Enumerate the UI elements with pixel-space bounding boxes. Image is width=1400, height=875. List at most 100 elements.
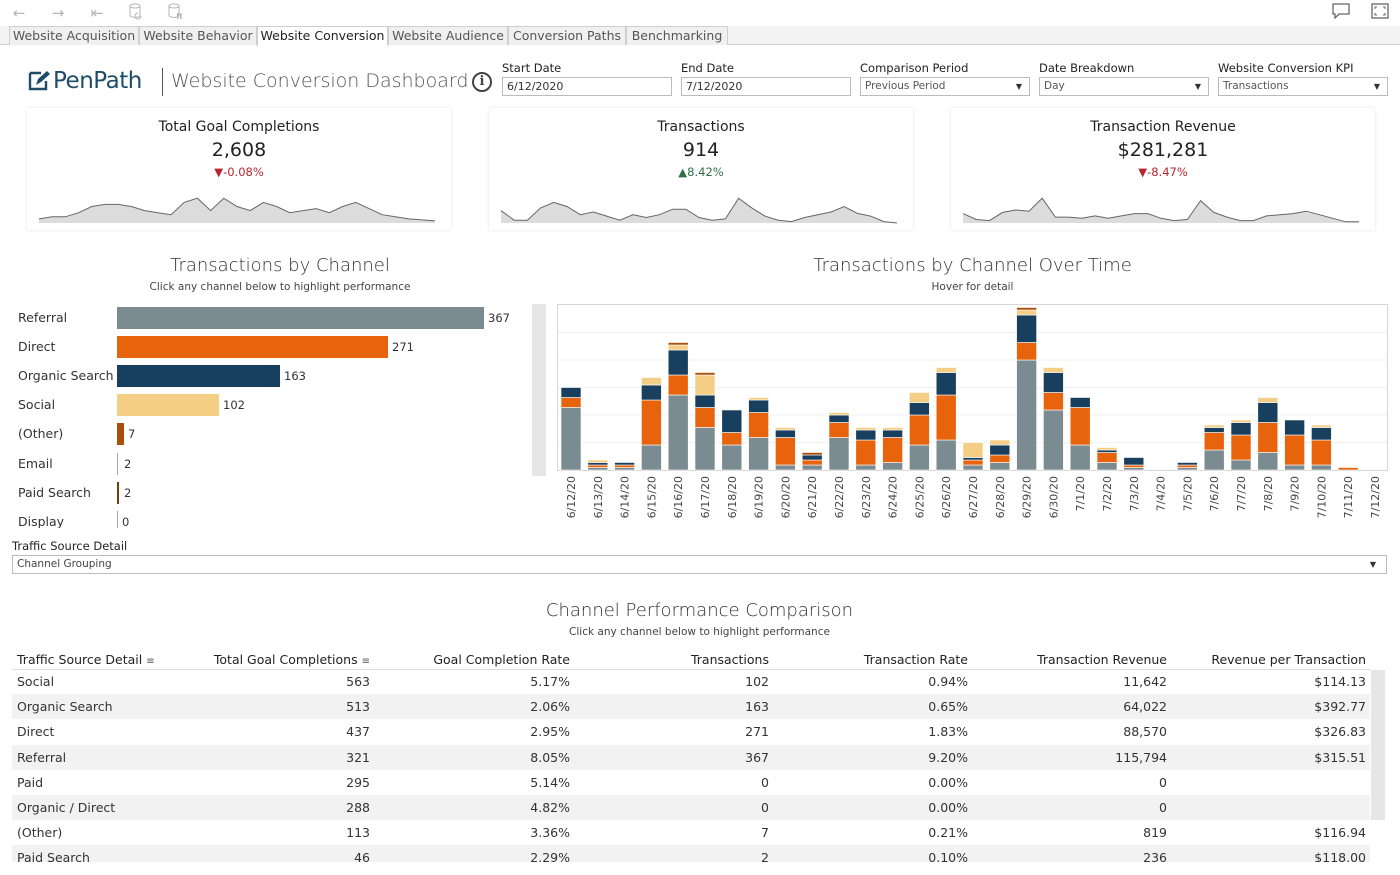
traffic-source-select[interactable]: Channel Grouping ▼ [12,555,1387,574]
table-cell: 46 [172,845,374,862]
pause-updates-icon[interactable] [165,3,185,23]
col-header-traffic-source[interactable]: Traffic Source Detail ≡ [12,648,172,670]
comparison-period-select[interactable]: Previous Period ▼ [860,77,1030,96]
bar[interactable] [117,510,118,528]
stacked-bar-segment[interactable] [962,442,984,458]
kpi-card-transactions[interactable]: Transactions 914 ▲8.42% [489,108,913,230]
bar[interactable] [117,481,119,504]
revert-icon[interactable]: ⇤ [90,4,104,22]
stacked-bar-segment[interactable] [1177,462,1198,466]
bar-row[interactable]: Email 2 [10,452,530,475]
stacked-bar-segment[interactable] [614,462,635,466]
table-row[interactable]: Social 563 5.17% 102 0.94% 11,642 $114.13 [12,669,1370,694]
bar-row[interactable]: Referral 367 [10,307,530,329]
stacked-bar-segment[interactable] [721,409,743,433]
sort-icon[interactable]: ≡ [146,655,155,667]
stacked-bar-segment[interactable] [775,427,796,431]
forward-icon[interactable]: → [51,4,65,22]
stacked-bar-segment[interactable] [801,452,823,456]
tab-website-acquisition[interactable]: Website Acquisition [9,26,139,45]
col-header-transaction-rate[interactable]: Transaction Rate [773,648,972,670]
table-cell: 113 [346,825,370,841]
kpi-select[interactable]: Transactions ▼ [1218,77,1388,96]
table-row[interactable]: Organic Search 513 2.06% 163 0.65% 64,022 $392… [12,694,1370,720]
table-cell: 7 [761,825,769,841]
bar[interactable] [117,452,118,475]
tab-website-behavior[interactable]: Website Behavior [139,26,257,45]
table-row[interactable]: Paid 295 5.14% 0 0.00% 0 [12,770,1370,795]
table-scrollbar[interactable] [1371,670,1385,820]
stacked-bar-segment[interactable] [1284,419,1305,436]
table-cell: $326.83 [1314,724,1366,740]
stacked-bar-segment[interactable] [909,392,930,403]
date-breakdown-select[interactable]: Day ▼ [1039,77,1209,96]
bar-row[interactable]: Organic Search 163 [10,365,530,388]
table-row[interactable]: Direct 437 2.95% 271 1.83% 88,570 $326.83 [12,719,1370,744]
stacked-bar-segment[interactable] [1069,397,1091,408]
stacked-bar-segment[interactable] [1337,467,1359,471]
end-date-input[interactable]: 7/12/2020 [681,77,851,96]
bar[interactable] [117,394,219,417]
tab-website-audience[interactable]: Website Audience [388,26,508,45]
table-row[interactable]: Organic / Direct 288 4.82% 0 0.00% 0 [12,794,1370,821]
col-header-transaction-revenue[interactable]: Transaction Revenue [972,648,1171,670]
stacked-bar-segment[interactable] [1203,424,1225,428]
col-header-transactions[interactable]: Transactions [574,648,773,670]
stacked-bar-segment[interactable] [1123,457,1145,466]
stacked-bar-segment[interactable] [1311,424,1332,428]
stacked-bar-segment[interactable] [587,459,609,463]
x-tick-label: 6/22/20 [833,476,846,518]
stacked-bar-segment[interactable] [667,342,689,346]
bar-row[interactable]: Paid Search 2 [10,481,530,504]
stacked-bar-segment[interactable] [748,397,769,401]
bar-row[interactable]: Social 102 [10,394,530,417]
sort-icon[interactable]: ≡ [361,655,370,667]
table-cell: 0 [972,794,1171,821]
stacked-bar-segment[interactable] [1230,419,1252,423]
stacked-bar-segment[interactable] [694,372,716,376]
table-row[interactable]: (Other) 113 3.36% 7 0.21% 819 $116.94 [12,820,1370,845]
x-tick-label: 6/25/20 [913,476,926,518]
stacked-bar-segment[interactable] [641,377,662,386]
fullscreen-icon[interactable] [1370,3,1390,23]
stacked-bar-segment[interactable] [989,439,1011,446]
bar-row[interactable]: (Other) 7 [10,423,530,446]
stacked-bar-segment[interactable] [935,367,957,373]
bar[interactable] [117,307,484,329]
stacked-bar-segment[interactable] [828,412,850,416]
kpi-card-total-goal-completions[interactable]: Total Goal Completions 2,608 ▼-0.08% [27,108,451,230]
refresh-data-icon[interactable] [126,3,146,23]
table-row[interactable]: Paid Search 46 2.29% 2 0.10% 236 $118.00 [12,845,1370,862]
kpi-card-transaction-revenue[interactable]: Transaction Revenue $281,281 ▼-8.47% [951,108,1375,230]
table-row[interactable]: Referral 321 8.05% 367 9.20% 115,794 $315.51 [12,744,1370,770]
col-header-total-goal-completions[interactable]: Total Goal Completions ≡ [172,648,374,670]
stacked-bar-segment[interactable] [1043,367,1064,373]
stacked-bar-segment[interactable] [1096,447,1118,451]
table-cell: 0.65% [773,694,972,720]
x-tick-label: 7/11/20 [1342,476,1355,518]
bar-row[interactable]: Direct 271 [10,336,530,359]
back-icon[interactable]: ← [12,4,26,22]
stacked-bar-segment[interactable] [1016,307,1037,311]
x-tick-label: 6/16/20 [672,476,685,518]
bar[interactable] [117,365,280,388]
comment-icon[interactable] [1331,3,1351,23]
tab-benchmarking[interactable]: Benchmarking [626,26,728,45]
stacked-bar-segment[interactable] [560,387,582,398]
tab-website-conversion[interactable]: Website Conversion [257,26,388,46]
bar[interactable] [117,336,388,359]
bar[interactable] [117,423,124,446]
col-header-revenue-per-transaction[interactable]: Revenue per Transaction [1171,648,1370,670]
bar-chart-scrollbar[interactable] [532,304,546,476]
tab-conversion-paths[interactable]: Conversion Paths [508,26,626,45]
info-icon[interactable]: i [472,72,492,92]
bar-row[interactable]: Display 0 [10,510,530,528]
kpi-filter: Website Conversion KPI Transactions ▼ [1218,61,1388,96]
start-date-input[interactable]: 6/12/2020 [502,77,672,96]
transactions-by-channel-chart: Referral 367 Direct 271 Organic Search 163 Soc… [10,304,530,528]
stacked-bar-segment[interactable] [882,427,903,431]
stacked-bar-segment[interactable] [1257,397,1279,403]
stacked-bar-segment[interactable] [855,427,877,431]
col-header-goal-completion-rate[interactable]: Goal Completion Rate [374,648,574,670]
date-breakdown-label: Date Breakdown [1039,61,1135,75]
